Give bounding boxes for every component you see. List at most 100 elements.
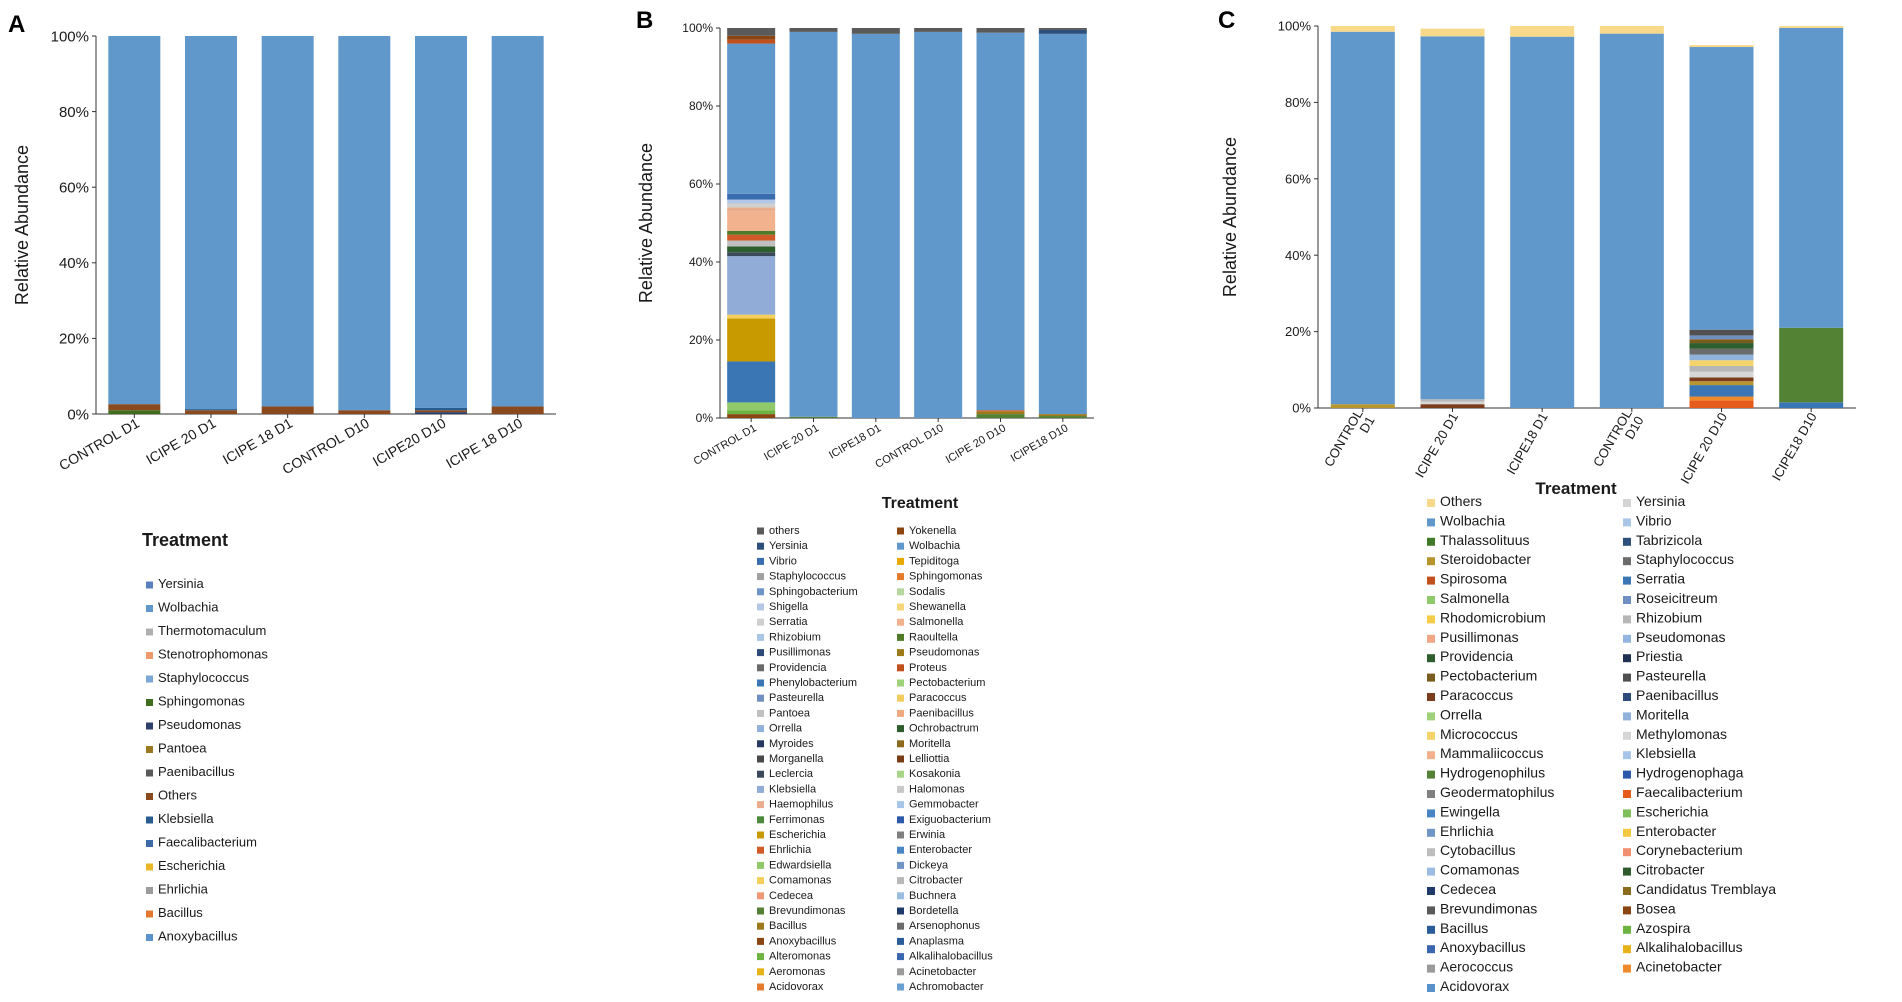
legend-label: Citrobacter (909, 875, 963, 887)
legend-swatch (1623, 537, 1631, 546)
bar-segment (727, 39, 776, 44)
bar-segment (789, 416, 838, 418)
legend-label: Comamonas (1440, 862, 1519, 878)
legend-swatch (897, 816, 904, 824)
y-axis-label: Relative Abundance (12, 145, 32, 305)
legend-label: Wolbachia (1440, 512, 1505, 528)
category-label: CONTROL D1 (692, 422, 759, 468)
bar-segment (1689, 335, 1754, 340)
legend-swatch (757, 557, 764, 565)
legend-swatch (1623, 654, 1631, 663)
legend-swatch (897, 694, 904, 702)
bar-segment (1779, 26, 1844, 28)
legend-swatch (1427, 925, 1435, 934)
legend-label: Anaplasma (909, 935, 965, 947)
y-tick-label: 80% (59, 104, 89, 121)
chart-panel-c: 0% 20% 40% 60% 80% 100% Relative Abundance CONT… (1220, 19, 1856, 994)
legend-swatch (1623, 770, 1631, 779)
bar-segment (914, 28, 963, 32)
legend-swatch (1427, 615, 1435, 624)
bar-segment (1420, 36, 1485, 400)
legend-swatch (1623, 731, 1631, 740)
legend-swatch (757, 618, 764, 626)
legend-swatch (1623, 828, 1631, 837)
bar-segment (415, 407, 467, 411)
panel-label-b: B (636, 7, 653, 34)
category-label-line: CONTROL D10 (873, 422, 945, 471)
legend-swatch (1623, 964, 1631, 973)
y-tick-label: 40% (689, 255, 713, 269)
legend-swatch (897, 770, 904, 778)
legend-swatch (897, 603, 904, 611)
category-label: ICIPE20 D10 (370, 415, 449, 470)
legend-swatch (757, 679, 764, 687)
legend-swatch (897, 709, 904, 717)
legend-label: Yokenella (909, 525, 957, 537)
y-tick-label: 100% (682, 21, 713, 35)
legend-label: Yersinia (769, 540, 809, 552)
legend-label: Bordetella (909, 905, 959, 917)
legend-swatch (757, 801, 764, 809)
category-label-line: ICIPE18 D10 (1009, 422, 1071, 464)
legend-label: Bacillus (1440, 920, 1488, 936)
legend: Yersinia Wolbachia Thermotomaculum Stenotro… (146, 576, 268, 944)
legend-swatch (757, 725, 764, 733)
legend-swatch (1427, 809, 1435, 818)
legend-label: Klebsiella (769, 783, 817, 795)
category-label-line: CONTROL (1321, 407, 1366, 470)
legend-swatch (1427, 887, 1435, 895)
legend-swatch (897, 527, 904, 535)
legend-label: Pseudomonas (158, 717, 242, 732)
chart-panel-a: 0% 20% 40% 60% 80% 100% Relative Abundance CONT… (12, 28, 556, 944)
category-label-line: CONTROL D1 (56, 415, 142, 474)
legend-swatch (146, 699, 153, 706)
legend-swatch (1623, 712, 1631, 721)
bar-segment (727, 193, 776, 200)
legend-swatch (1427, 731, 1435, 740)
legend-label: Morganella (769, 753, 824, 765)
legend-swatch (146, 675, 153, 683)
bar-segment (1420, 401, 1485, 405)
bar-segment (1689, 377, 1754, 382)
bar-segment (1038, 28, 1087, 30)
legend-swatch (897, 831, 904, 839)
bar-segment (1779, 402, 1844, 408)
legend-label: Candidatus Tremblaya (1636, 881, 1776, 897)
legend-swatch (757, 968, 764, 976)
legend-swatch (897, 846, 904, 854)
legend-label: Aeromonas (769, 966, 826, 978)
legend-label: Klebsiella (1636, 745, 1696, 761)
category-label-line: CONTROL D10 (279, 415, 372, 478)
bar-segment (914, 31, 963, 419)
category-label-line: ICIPE 20 D10 (944, 422, 1008, 466)
bar-segment (727, 256, 776, 315)
bar-segment (976, 410, 1025, 412)
legend-swatch (897, 573, 904, 581)
bar-segment (727, 230, 776, 235)
legend-label: Ferrimonas (769, 814, 825, 826)
legend-swatch (1427, 751, 1435, 760)
legend-swatch (146, 863, 153, 871)
legend-label: Comamonas (769, 875, 832, 887)
legend-label: Pantoea (158, 741, 207, 756)
legend-label: Orrella (1440, 706, 1482, 722)
bar-segment (1599, 33, 1664, 408)
legend-swatch (1427, 673, 1435, 682)
legend-swatch (757, 785, 764, 793)
category-label: CONTROLD10 (1590, 407, 1647, 476)
legend-swatch (897, 968, 904, 976)
bar-segment (727, 314, 776, 319)
legend-label: Yersinia (158, 576, 205, 591)
bar-segment (727, 414, 776, 418)
legend-label: Paracoccus (1440, 687, 1513, 703)
category-label: ICIPE 20 D1 (143, 415, 219, 468)
legend-label: Staphylococcus (158, 670, 250, 685)
legend-swatch (757, 770, 764, 778)
bar-segment (338, 410, 391, 414)
legend-swatch (897, 892, 904, 900)
legend-label: Paenibacillus (1636, 687, 1719, 703)
legend-label: Serratia (769, 616, 808, 628)
legend-label: Pasteurella (1636, 668, 1706, 684)
legend-swatch (757, 740, 764, 748)
legend-label: Hydrogenophilus (1440, 765, 1545, 781)
